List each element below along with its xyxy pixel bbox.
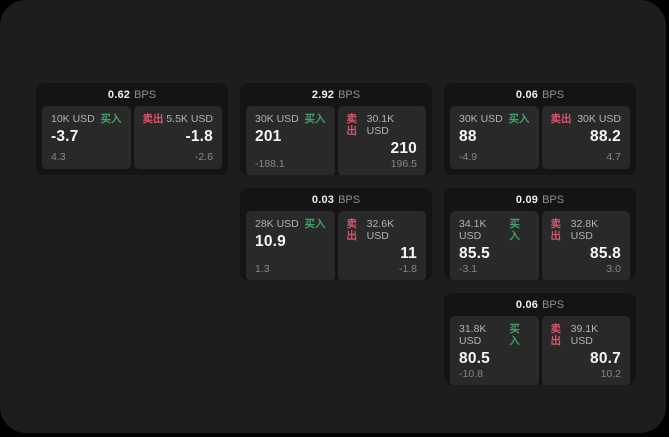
quote-card: 2.92 BPS 30K USD 买入 201 -188.1 卖出 30.1K …: [240, 83, 432, 175]
buy-amount: 30K USD: [459, 113, 503, 125]
buy-delta: 1.3: [255, 263, 270, 275]
sell-amount: 39.1K USD: [570, 323, 599, 347]
buy-panel[interactable]: 28K USD 买入 10.9 1.3: [246, 211, 335, 280]
buy-panel[interactable]: 10K USD 买入 -3.7 4.3: [42, 106, 131, 169]
bps-unit: BPS: [134, 88, 157, 101]
buy-panel[interactable]: 31.8K USD 买入 80.5 -10.8: [450, 316, 539, 385]
quote-card: 0.06 BPS 31.8K USD 买入 80.5 -10.8 卖出 39.1…: [444, 293, 636, 385]
sell-panel[interactable]: 卖出 39.1K USD 80.7 10.2: [541, 316, 630, 385]
bps-header: 0.62 BPS: [36, 83, 228, 106]
sell-delta: 10.2: [600, 368, 621, 380]
panels: 34.1K USD 买入 85.5 -3.1 卖出 32.8K USD 85.8…: [444, 211, 636, 280]
sell-delta: 4.7: [606, 151, 621, 163]
buy-amount: 10K USD: [51, 113, 95, 125]
panels: 30K USD 买入 201 -188.1 卖出 30.1K USD 210 1…: [240, 106, 432, 175]
buy-price: 80.5: [459, 350, 490, 367]
sell-delta: -1.8: [398, 263, 417, 275]
bps-value: 0.09: [515, 193, 539, 206]
sell-price: 80.7: [590, 350, 621, 367]
buy-panel[interactable]: 30K USD 买入 201 -188.1: [246, 106, 335, 175]
buy-side-label: 买入: [509, 218, 520, 242]
bps-unit: BPS: [542, 298, 565, 311]
sell-side-label: 卖出: [550, 113, 572, 125]
buy-delta: -188.1: [255, 158, 285, 170]
buy-side-label: 买入: [508, 113, 530, 125]
sell-amount: 32.6K USD: [366, 218, 395, 242]
panels: 31.8K USD 买入 80.5 -10.8 卖出 39.1K USD 80.…: [444, 316, 636, 385]
sell-price: 210: [390, 140, 417, 157]
buy-panel[interactable]: 30K USD 买入 88 -4.9: [450, 106, 539, 169]
buy-side-label: 买入: [509, 323, 520, 347]
buy-amount: 28K USD: [255, 218, 299, 230]
buy-price: 10.9: [255, 233, 286, 250]
buy-delta: -4.9: [459, 151, 478, 163]
sell-delta: 3.0: [606, 263, 621, 275]
sell-delta: -2.6: [194, 151, 213, 163]
buy-delta: -10.8: [459, 368, 483, 380]
buy-price: -3.7: [51, 128, 79, 145]
quote-card: 0.06 BPS 30K USD 买入 88 -4.9 卖出 30K USD: [444, 83, 636, 175]
sell-side-label: 卖出: [346, 218, 358, 242]
bps-unit: BPS: [542, 88, 565, 101]
panels: 30K USD 买入 88 -4.9 卖出 30K USD 88.2 4.7: [444, 106, 636, 175]
sell-amount: 30.1K USD: [366, 113, 395, 137]
sell-amount: 30K USD: [577, 113, 621, 125]
sell-side-label: 卖出: [142, 113, 164, 125]
buy-amount: 34.1K USD: [459, 218, 487, 242]
sell-delta: 196.5: [390, 158, 417, 170]
quote-cards-grid: 0.62 BPS 10K USD 买入 -3.7 4.3 卖出 5.5K USD: [36, 83, 636, 385]
bps-value: 0.03: [311, 193, 335, 206]
panels: 28K USD 买入 10.9 1.3 卖出 32.6K USD 11 -1.8: [240, 211, 432, 280]
sell-panel[interactable]: 卖出 5.5K USD -1.8 -2.6: [133, 106, 222, 169]
quote-card: 0.62 BPS 10K USD 买入 -3.7 4.3 卖出 5.5K USD: [36, 83, 228, 175]
sell-panel[interactable]: 卖出 32.8K USD 85.8 3.0: [541, 211, 630, 280]
buy-side-label: 买入: [304, 218, 326, 230]
bps-header: 0.06 BPS: [444, 293, 636, 316]
bps-unit: BPS: [338, 193, 361, 206]
bps-unit: BPS: [338, 88, 361, 101]
sell-amount: 5.5K USD: [166, 113, 213, 125]
bps-header: 2.92 BPS: [240, 83, 432, 106]
sell-amount: 32.8K USD: [570, 218, 599, 242]
bps-value: 2.92: [311, 88, 335, 101]
buy-delta: 4.3: [51, 151, 66, 163]
bps-value: 0.06: [515, 298, 539, 311]
buy-side-label: 买入: [100, 113, 122, 125]
buy-delta: -3.1: [459, 263, 478, 275]
buy-price: 201: [255, 128, 282, 145]
quote-card: 0.03 BPS 28K USD 买入 10.9 1.3 卖出 32.6K US…: [240, 188, 432, 280]
bps-unit: BPS: [542, 193, 565, 206]
panels: 10K USD 买入 -3.7 4.3 卖出 5.5K USD -1.8 -2.…: [36, 106, 228, 175]
sell-side-label: 卖出: [550, 218, 562, 242]
sell-price: 88.2: [590, 128, 621, 145]
buy-price: 85.5: [459, 245, 490, 262]
buy-side-label: 买入: [304, 113, 326, 125]
bps-value: 0.62: [107, 88, 131, 101]
sell-price: -1.8: [185, 128, 213, 145]
sell-price: 11: [400, 245, 417, 262]
sell-side-label: 卖出: [346, 113, 358, 137]
sell-panel[interactable]: 卖出 30K USD 88.2 4.7: [541, 106, 630, 169]
quote-card: 0.09 BPS 34.1K USD 买入 85.5 -3.1 卖出 32.8K…: [444, 188, 636, 280]
bps-header: 0.06 BPS: [444, 83, 636, 106]
buy-price: 88: [459, 128, 477, 145]
buy-amount: 31.8K USD: [459, 323, 487, 347]
buy-amount: 30K USD: [255, 113, 299, 125]
buy-panel[interactable]: 34.1K USD 买入 85.5 -3.1: [450, 211, 539, 280]
bps-value: 0.06: [515, 88, 539, 101]
bps-header: 0.09 BPS: [444, 188, 636, 211]
bps-header: 0.03 BPS: [240, 188, 432, 211]
sell-panel[interactable]: 卖出 30.1K USD 210 196.5: [337, 106, 426, 175]
sell-side-label: 卖出: [550, 323, 562, 347]
sell-panel[interactable]: 卖出 32.6K USD 11 -1.8: [337, 211, 426, 280]
sell-price: 85.8: [590, 245, 621, 262]
